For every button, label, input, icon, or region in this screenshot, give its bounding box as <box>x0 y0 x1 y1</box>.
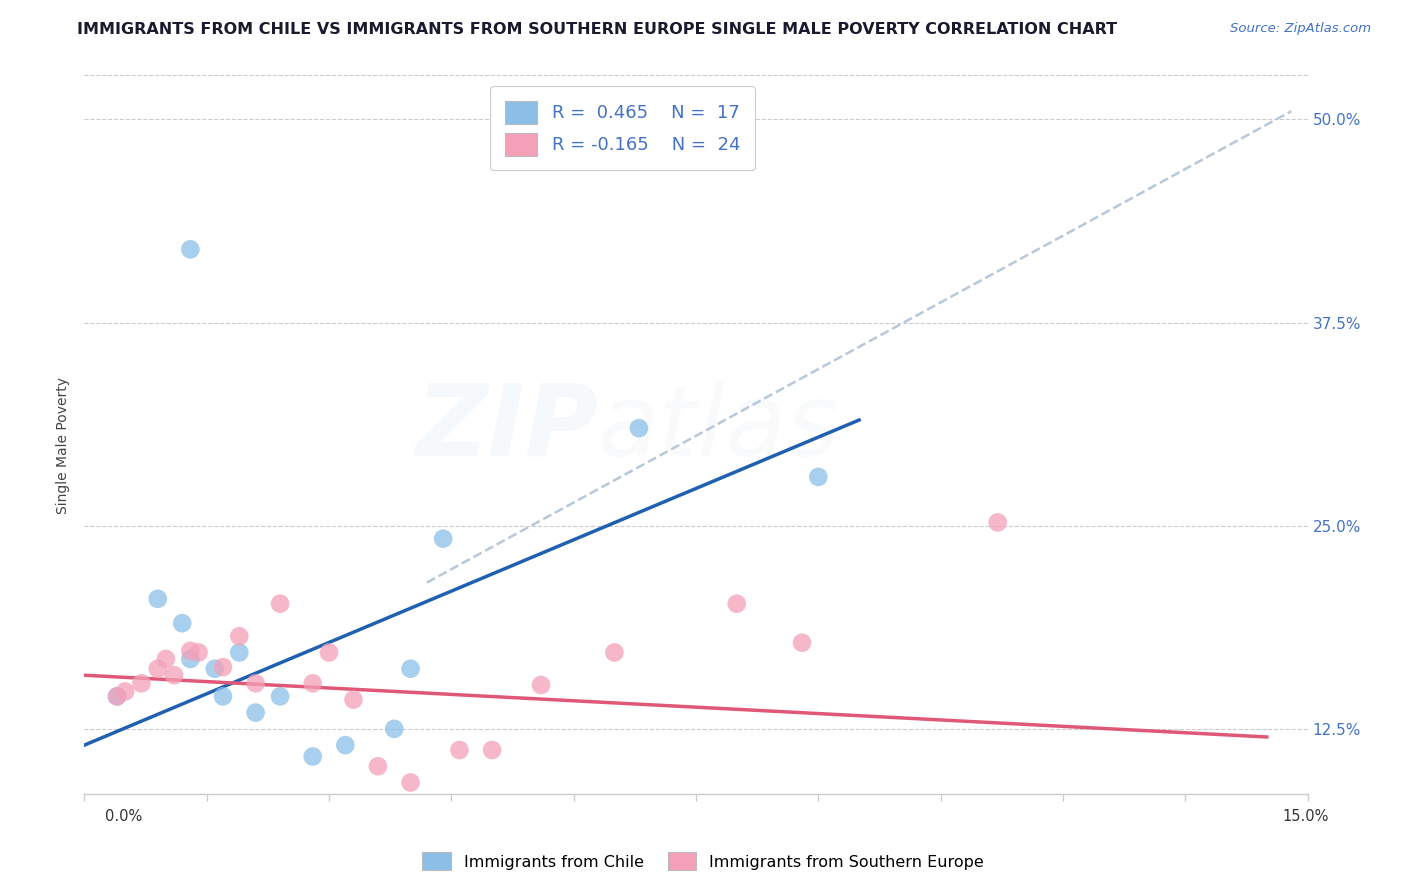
Text: 15.0%: 15.0% <box>1282 809 1329 823</box>
Text: atlas: atlas <box>598 380 839 476</box>
Point <box>790 636 813 650</box>
Legend: R =  0.465    N =  17, R = -0.165    N =  24: R = 0.465 N = 17, R = -0.165 N = 24 <box>491 87 755 170</box>
Point <box>269 597 291 611</box>
Point <box>155 652 177 666</box>
Point <box>399 775 422 789</box>
Point <box>228 645 250 659</box>
Point <box>212 660 235 674</box>
Point <box>146 662 169 676</box>
Text: IMMIGRANTS FROM CHILE VS IMMIGRANTS FROM SOUTHERN EUROPE SINGLE MALE POVERTY COR: IMMIGRANTS FROM CHILE VS IMMIGRANTS FROM… <box>77 22 1118 37</box>
Text: ZIP: ZIP <box>415 380 598 476</box>
Point <box>179 652 201 666</box>
Point <box>627 421 650 435</box>
Point <box>342 692 364 706</box>
Point <box>382 722 405 736</box>
Point <box>449 743 471 757</box>
Text: 0.0%: 0.0% <box>105 809 142 823</box>
Point <box>335 738 357 752</box>
Legend: Immigrants from Chile, Immigrants from Southern Europe: Immigrants from Chile, Immigrants from S… <box>416 846 990 877</box>
Point <box>367 759 389 773</box>
Point <box>603 645 626 659</box>
Point <box>228 629 250 643</box>
Point <box>179 243 201 257</box>
Point <box>301 676 323 690</box>
Point <box>245 676 267 690</box>
Point <box>245 706 267 720</box>
Point <box>163 668 186 682</box>
Text: Source: ZipAtlas.com: Source: ZipAtlas.com <box>1230 22 1371 36</box>
Point <box>204 662 226 676</box>
Point <box>179 644 201 658</box>
Point <box>301 749 323 764</box>
Point <box>172 616 194 631</box>
Point <box>530 678 553 692</box>
Point <box>187 645 209 659</box>
Point <box>318 645 340 659</box>
Point <box>114 684 136 698</box>
Point <box>269 690 291 704</box>
Text: Single Male Poverty: Single Male Poverty <box>56 377 70 515</box>
Point <box>399 662 422 676</box>
Point <box>987 516 1010 530</box>
Point <box>105 690 128 704</box>
Point <box>481 743 503 757</box>
Point <box>725 597 748 611</box>
Point <box>131 676 153 690</box>
Point <box>212 690 235 704</box>
Point <box>432 532 454 546</box>
Point <box>807 470 830 484</box>
Point <box>105 690 128 704</box>
Point <box>146 591 169 606</box>
